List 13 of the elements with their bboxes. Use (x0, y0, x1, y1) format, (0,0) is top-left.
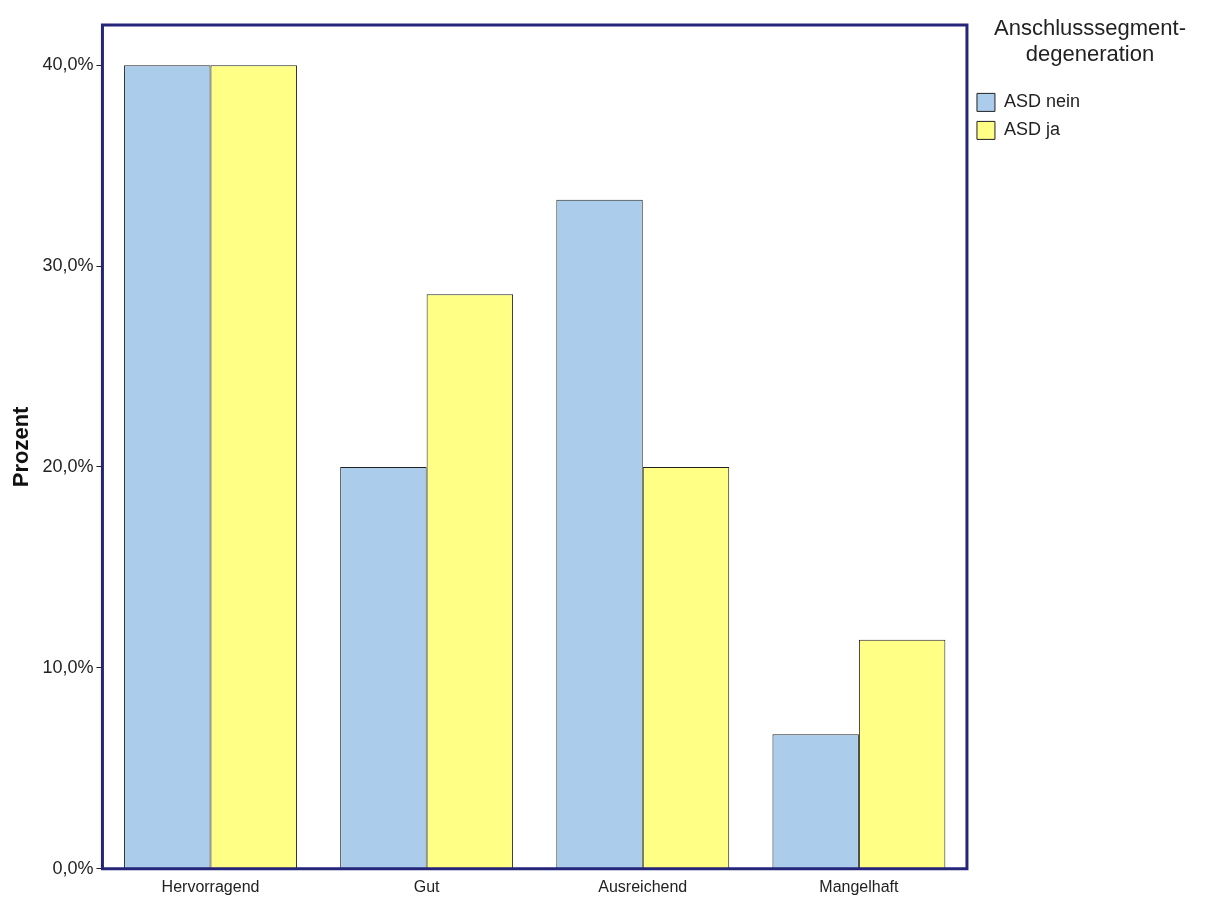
x-tick-label: Gut (413, 877, 441, 895)
legend-label: ASD ja (1003, 119, 1061, 140)
x-tick-label: Mangelhaft (819, 877, 900, 895)
x-tick-label: Hervorragend (161, 877, 260, 895)
y-tick-label: 30,0% (42, 255, 94, 276)
y-tick-label: 20,0% (42, 455, 94, 476)
y-tick-label: 10,0% (42, 656, 94, 677)
legend-title: Anschlusssegment-degeneration (993, 15, 1187, 67)
x-tick-label: Ausreichend (598, 877, 688, 895)
y-tick-label: 40,0% (42, 54, 94, 75)
y-tick-label: 0,0% (52, 857, 94, 878)
legend-label: ASD nein (1003, 91, 1080, 112)
y-axis-title: Prozent (8, 405, 34, 488)
